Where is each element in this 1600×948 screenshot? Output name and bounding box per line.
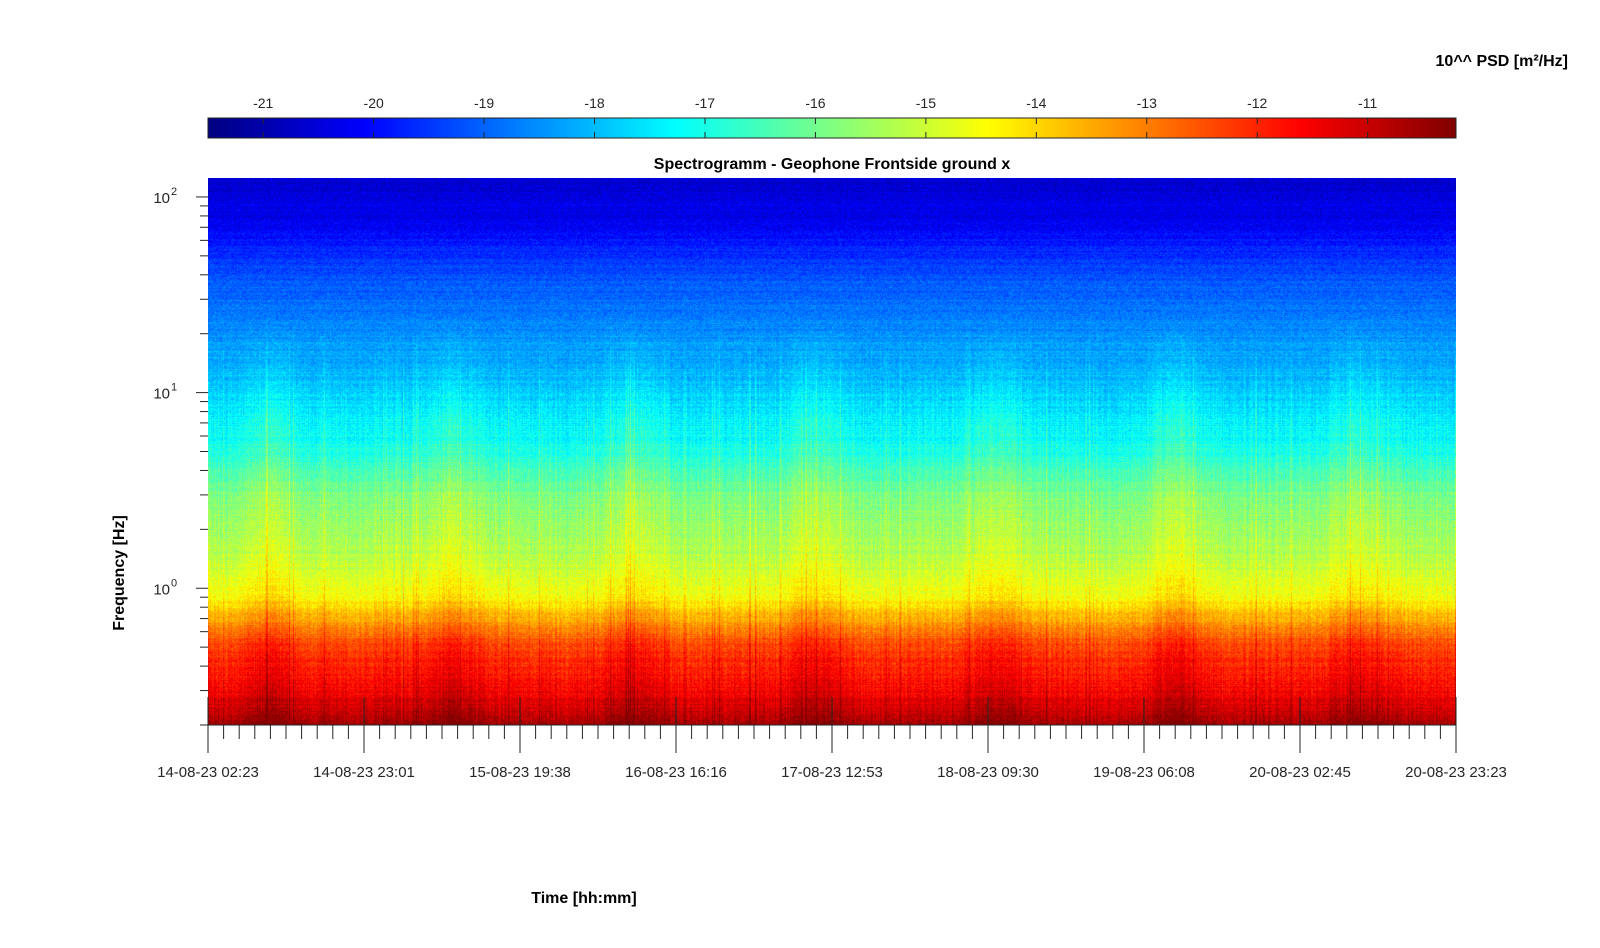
- x-tick-label: 17-08-23 12:53: [781, 764, 883, 781]
- y-tick-label: 10: [153, 581, 170, 598]
- x-axis-ticks: [207, 697, 1457, 753]
- colorbar-tick-label: -15: [916, 95, 936, 111]
- chart-title: Spectrogramm - Geophone Frontside ground…: [654, 156, 1011, 173]
- x-axis-tick-labels: 14-08-23 02:23 14-08-23 23:01 15-08-23 19:…: [157, 764, 1507, 781]
- spectrogram-heatmap: [208, 178, 1456, 725]
- x-tick-label: 14-08-23 23:01: [313, 764, 415, 781]
- y-tick-label: 10: [153, 190, 170, 207]
- colorbar: [207, 117, 1457, 139]
- y-axis-label: Frequency [Hz]: [111, 515, 128, 631]
- colorbar-tick-label: -11: [1358, 95, 1377, 111]
- colorbar-tick-label: -12: [1247, 95, 1267, 111]
- colorbar-tick-labels: -21 -20 -19 -18 -17 -16 -15 -14 -13 -12 -11: [253, 95, 1377, 111]
- y-tick-exponent: 1: [171, 382, 177, 394]
- y-tick-exponent: 2: [171, 186, 177, 198]
- x-tick-label: 20-08-23 02:45: [1249, 764, 1351, 781]
- colorbar-tick-label: -18: [584, 95, 604, 111]
- colorbar-tick-label: -16: [805, 95, 825, 111]
- colorbar-ticks: [262, 118, 1369, 138]
- x-tick-label: 16-08-23 16:16: [625, 764, 727, 781]
- x-tick-label: 19-08-23 06:08: [1093, 764, 1195, 781]
- colorbar-label: 10^^ PSD [m²/Hz]: [1436, 53, 1568, 70]
- colorbar-tick-label: -20: [364, 95, 384, 111]
- x-tick-label: 20-08-23 23:23: [1405, 764, 1507, 781]
- y-axis-minor-ticks: [196, 196, 208, 726]
- x-axis-label: Time [hh:mm]: [531, 890, 636, 907]
- y-tick-exponent: 0: [171, 577, 177, 589]
- x-tick-label: 14-08-23 02:23: [157, 764, 259, 781]
- colorbar-tick-label: -17: [695, 95, 715, 111]
- x-tick-label: 18-08-23 09:30: [937, 764, 1039, 781]
- colorbar-tick-label: -14: [1026, 95, 1046, 111]
- colorbar-tick-label: -21: [253, 95, 273, 111]
- colorbar-tick-label: -13: [1137, 95, 1157, 111]
- x-tick-label: 15-08-23 19:38: [469, 764, 571, 781]
- colorbar-tick-label: -19: [474, 95, 494, 111]
- y-tick-label: 10: [153, 386, 170, 403]
